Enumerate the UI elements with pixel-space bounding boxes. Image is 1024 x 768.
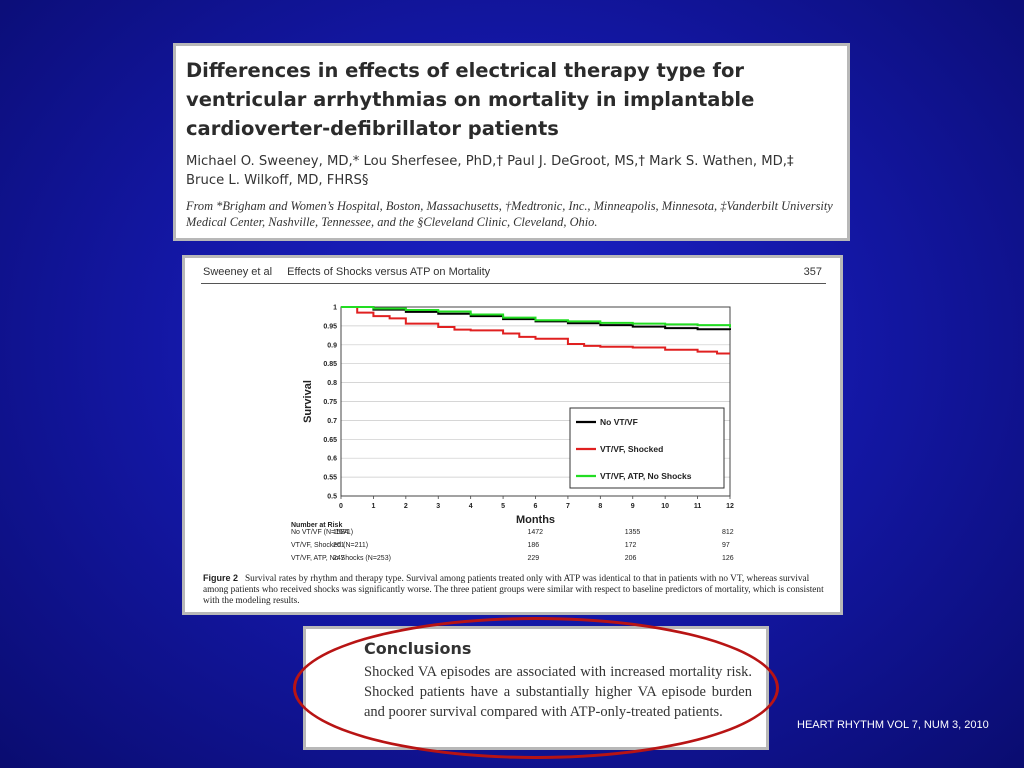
- figure-panel: Sweeney et al Effects of Shocks versus A…: [182, 255, 843, 615]
- risk-value: 229: [527, 555, 540, 562]
- y-tick-label: 0.65: [323, 437, 337, 444]
- y-tick-label: 0.85: [323, 361, 337, 368]
- x-tick-label: 6: [534, 503, 538, 510]
- highlight-ellipse: [293, 617, 779, 759]
- caption-text: Survival rates by rhythm and therapy typ…: [203, 574, 824, 606]
- legend-label: No VT/VF: [600, 417, 638, 427]
- y-tick-label: 0.6: [327, 456, 337, 463]
- paper-authors: Michael O. Sweeney, MD,* Lou Sherfesee, …: [186, 152, 837, 190]
- x-tick-label: 3: [436, 503, 440, 510]
- risk-row-label: VT/VF, Shocked (N=211): [291, 542, 369, 549]
- risk-table-row: VT/VF, Shocked (N=211) 201 186 172 97: [291, 542, 851, 555]
- risk-value: 247: [333, 555, 345, 562]
- risk-value: 186: [527, 542, 540, 549]
- x-tick-label: 1: [371, 503, 375, 510]
- survival-chart: 10.950.90.850.80.750.70.650.60.550.50 1 2 3…: [302, 305, 734, 527]
- risk-table-rows: No VT/VF (N=1671) 1584 1472 1355 812 VT/VF, S…: [291, 529, 851, 568]
- risk-value: 206: [624, 555, 637, 562]
- legend-label: VT/VF, ATP, No Shocks: [600, 471, 692, 481]
- x-tick-label: 4: [469, 503, 473, 510]
- authors-line-2: Bruce L. Wilkoff, MD, FHRS§: [186, 173, 369, 188]
- x-tick-label: 0: [339, 503, 343, 510]
- risk-table-row: No VT/VF (N=1671) 1584 1472 1355 812: [291, 529, 851, 542]
- x-tick-label: 10: [661, 503, 669, 510]
- running-author: Sweeney et al: [203, 266, 273, 278]
- y-axis-label: Survival: [302, 380, 314, 423]
- risk-table-title: Number at Risk: [291, 522, 343, 529]
- series-line: [341, 306, 731, 328]
- y-tick-label: 0.9: [327, 342, 337, 349]
- y-tick-label: 0.8: [327, 380, 337, 387]
- running-title: Effects of Shocks versus ATP on Mortalit…: [287, 266, 491, 278]
- paper-title: Differences in effects of electrical the…: [186, 59, 755, 140]
- caption-label: Figure 2: [203, 573, 239, 583]
- risk-value: 1472: [527, 529, 544, 536]
- risk-value: 126: [722, 555, 734, 562]
- running-head: Sweeney et al Effects of Shocks versus A…: [203, 266, 502, 278]
- risk-value: 172: [624, 542, 637, 549]
- x-tick-label: 12: [726, 503, 734, 510]
- x-tick-label: 8: [598, 503, 602, 510]
- y-tick-label: 0.55: [323, 475, 337, 482]
- risk-table-row: VT/VF, ATP, No Shocks (N=253) 247 229 206 12…: [291, 555, 851, 568]
- risk-value: 201: [333, 542, 345, 549]
- risk-value: 1584: [333, 529, 349, 536]
- x-tick-label: 7: [566, 503, 570, 510]
- series-line: [341, 306, 731, 331]
- risk-table: Number at Risk No VT/VF (N=1671) 1584 1472…: [291, 522, 851, 568]
- risk-row-label: VT/VF, ATP, No Shocks (N=253): [291, 555, 391, 562]
- authors-line-1: Michael O. Sweeney, MD,* Lou Sherfesee, …: [186, 154, 794, 169]
- y-tick-label: 0.5: [327, 494, 337, 501]
- y-tick-label: 1: [333, 305, 337, 312]
- x-tick-label: 11: [694, 503, 702, 510]
- paper-header-panel: Differences in effects of electrical the…: [173, 43, 850, 241]
- paper-affiliation: From *Brigham and Women’s Hospital, Bost…: [186, 199, 833, 229]
- x-tick-label: 9: [631, 503, 635, 510]
- y-tick-label: 0.7: [327, 418, 337, 425]
- x-axis-label: Months: [516, 514, 555, 526]
- risk-value: 97: [722, 542, 730, 549]
- figure-caption: Figure 2 Survival rates by rhythm and th…: [203, 573, 829, 607]
- risk-row-label: No VT/VF (N=1671): [291, 529, 354, 536]
- risk-value: 1355: [624, 529, 641, 536]
- page-number: 357: [803, 266, 822, 278]
- series-line: [341, 306, 730, 355]
- y-tick-label: 0.95: [323, 323, 337, 330]
- x-tick-label: 5: [501, 503, 505, 510]
- risk-value: 812: [722, 529, 734, 536]
- journal-reference: HEART RHYTHM VOL 7, NUM 3, 2010: [797, 719, 989, 731]
- legend-label: VT/VF, Shocked: [600, 444, 663, 454]
- y-tick-label: 0.75: [323, 399, 337, 406]
- x-tick-label: 2: [404, 503, 408, 510]
- header-rule: [201, 283, 826, 284]
